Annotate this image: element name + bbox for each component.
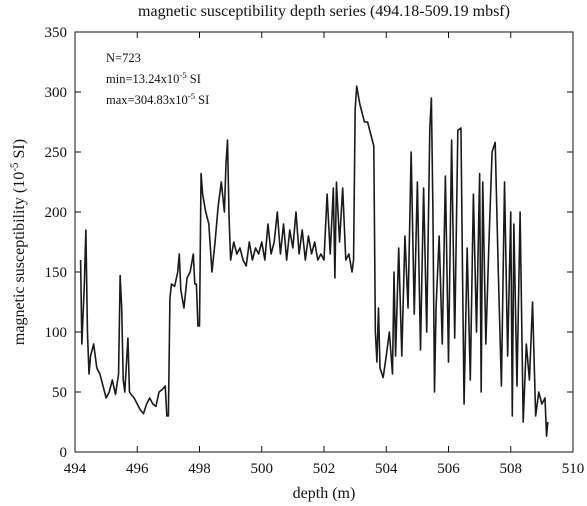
- x-tick-label: 498: [188, 461, 211, 477]
- y-tick-label: 150: [45, 265, 68, 281]
- x-tick-label: 496: [126, 461, 149, 477]
- annotation-part: min=13.24x10: [106, 72, 179, 86]
- y-tick-label: 350: [45, 25, 68, 41]
- annotation-part: SI: [195, 93, 209, 107]
- y-tick-label: 0: [60, 445, 68, 461]
- y-tick-label: 250: [45, 145, 68, 161]
- annotation: min=13.24x10-5 SI: [106, 70, 201, 86]
- annotation: max=304.83x10-5 SI: [106, 91, 209, 107]
- annotation-part: max=304.83x10: [106, 93, 188, 107]
- data-line: [79, 85, 549, 437]
- x-tick-label: 500: [251, 461, 274, 477]
- x-axis-label: depth (m): [293, 485, 356, 502]
- x-tick-label: 502: [313, 461, 336, 477]
- chart-title: magnetic susceptibility depth series (49…: [138, 3, 510, 20]
- y-axis-label: magnetic susceptibility (10-5 SI): [9, 139, 28, 345]
- annotation-part: -5: [179, 70, 187, 80]
- y-tick-label: 50: [52, 385, 67, 401]
- y-tick-label: 200: [45, 205, 68, 221]
- annotation-part: SI: [187, 72, 201, 86]
- y-tick-label: 300: [45, 85, 68, 101]
- x-tick-label: 504: [375, 461, 398, 477]
- annotation: N=723: [106, 51, 141, 65]
- y-axis-label-part: SI): [11, 139, 28, 163]
- y-axis-label-part: magnetic susceptibility (10: [11, 172, 28, 345]
- annotation-part: N=723: [106, 51, 141, 65]
- y-axis-label-part: -5: [9, 162, 21, 172]
- x-tick-label: 506: [437, 461, 460, 477]
- annotation-part: -5: [188, 91, 196, 101]
- x-tick-label: 510: [562, 461, 585, 477]
- y-tick-label: 100: [45, 325, 68, 341]
- x-tick-label: 494: [64, 461, 87, 477]
- x-tick-label: 508: [500, 461, 523, 477]
